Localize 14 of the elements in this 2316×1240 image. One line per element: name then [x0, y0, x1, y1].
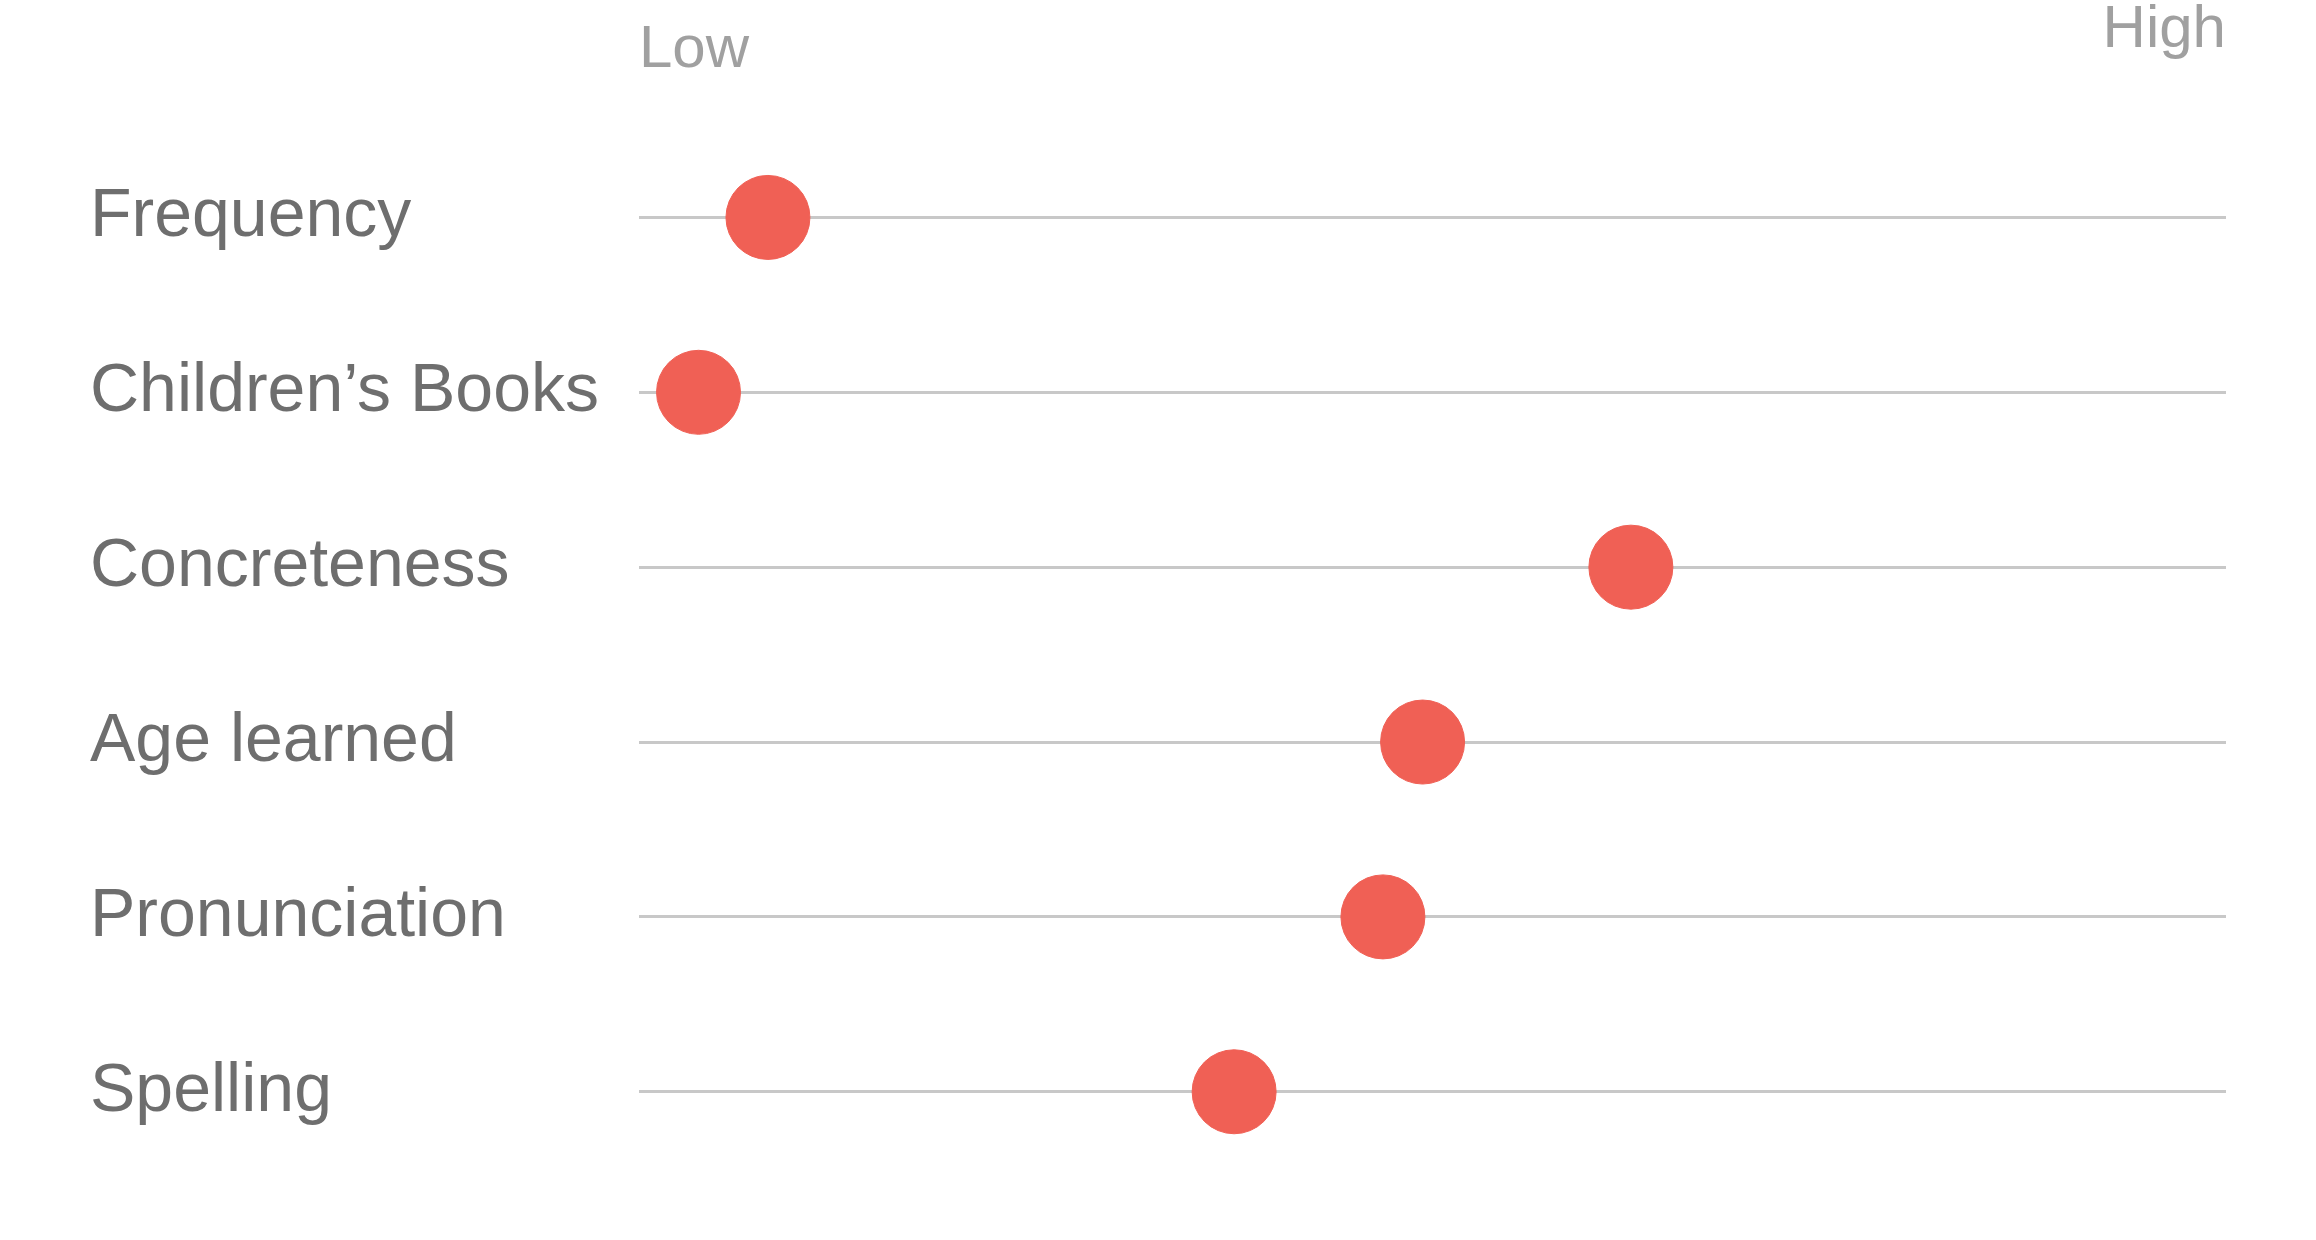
y-tick-label: Frequency [90, 174, 412, 251]
point [1340, 874, 1426, 960]
point [1380, 699, 1466, 785]
point [656, 349, 742, 435]
point [1191, 1049, 1277, 1135]
y-tick-label: Children’s Books [90, 349, 600, 426]
y-tick-label: Concreteness [90, 523, 510, 600]
point [725, 174, 811, 260]
y-tick-label: Age learned [90, 698, 457, 775]
y-tick-label: Pronunciation [90, 873, 506, 950]
y-tick-label: Spelling [90, 1048, 332, 1125]
point [1588, 524, 1674, 610]
text: Low [639, 12, 750, 80]
text: High [2102, 0, 2226, 60]
